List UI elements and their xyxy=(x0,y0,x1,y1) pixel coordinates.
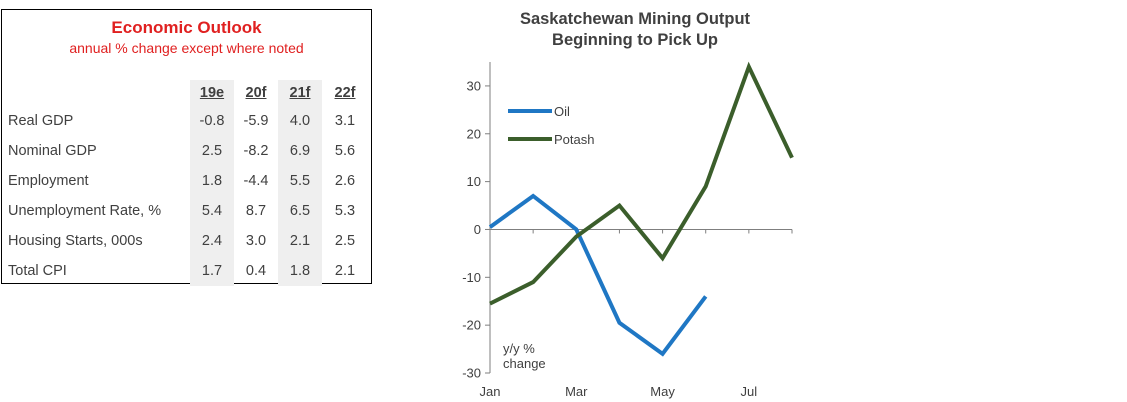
table-cell: 5.4 xyxy=(190,196,234,226)
table-cell: 1.8 xyxy=(278,256,322,286)
table-row: Housing Starts, 000s 2.4 3.0 2.1 2.5 xyxy=(6,226,368,256)
y-axis-label: y/y % xyxy=(503,341,535,356)
table-row: Nominal GDP 2.5 -8.2 6.9 5.6 xyxy=(6,136,368,166)
table-row: Real GDP -0.8 -5.9 4.0 3.1 xyxy=(6,106,368,136)
legend-label: Potash xyxy=(554,132,594,147)
mining-output-chart: Saskatchewan Mining Output Beginning to … xyxy=(430,0,830,402)
table-cell: 1.7 xyxy=(190,256,234,286)
table-cell: 8.7 xyxy=(245,203,267,219)
table-subtitle: annual % change except where noted xyxy=(69,40,304,56)
table-cell: 2.4 xyxy=(190,226,234,256)
row-label: Housing Starts, 000s xyxy=(8,233,143,249)
table-header-row: 19e 20f 21f 22f xyxy=(6,80,368,106)
chart-title: Saskatchewan Mining Output xyxy=(519,10,751,28)
chart-plot-area: 30 20 10 0 -10 -20 -30 Jan Mar May Jul Oil Potash y/y… xyxy=(462,61,794,399)
series-line-oil xyxy=(488,193,708,357)
y-tick-label: 20 xyxy=(467,126,481,141)
row-label: Unemployment Rate, % xyxy=(8,203,162,219)
column-header: 19e xyxy=(190,80,234,106)
y-tick-label: 10 xyxy=(467,174,481,189)
table-cell: 0.4 xyxy=(245,263,267,279)
row-label: Employment xyxy=(8,173,89,189)
table-cell: -8.2 xyxy=(243,143,269,159)
table-title: Economic Outlook xyxy=(111,18,262,37)
column-header: 20f xyxy=(245,85,267,101)
y-tick-label: 30 xyxy=(467,78,481,93)
header-blank xyxy=(6,80,190,106)
table-cell: 2.5 xyxy=(190,136,234,166)
table-cell: 2.6 xyxy=(334,173,356,189)
legend-label: Oil xyxy=(554,104,570,119)
column-header: 21f xyxy=(278,80,322,106)
table-body: Real GDP -0.8 -5.9 4.0 3.1 Nominal GDP 2.5 -8.2… xyxy=(6,106,368,286)
table-cell: 6.9 xyxy=(278,136,322,166)
y-axis-label: change xyxy=(503,356,546,371)
table-cell: -0.8 xyxy=(190,106,234,136)
table-cell: -4.4 xyxy=(243,173,269,189)
table-row: Total CPI 1.7 0.4 1.8 2.1 xyxy=(6,256,368,286)
row-label: Total CPI xyxy=(8,263,67,279)
x-tick-label: Mar xyxy=(565,384,588,399)
table-row: Employment 1.8 -4.4 5.5 2.6 xyxy=(6,166,368,196)
outlook-table: 19e 20f 21f 22f Real GDP -0.8 -5.9 4.0 3.1 No… xyxy=(6,80,368,286)
x-tick-label: May xyxy=(650,384,675,399)
x-tick-label: Jul xyxy=(741,384,758,399)
y-tick-label: -30 xyxy=(462,366,481,381)
row-label: Nominal GDP xyxy=(8,143,97,159)
y-tick-label: 0 xyxy=(474,222,481,237)
table-cell: 4.0 xyxy=(278,106,322,136)
table-cell: 3.0 xyxy=(245,233,267,249)
table-cell: 2.5 xyxy=(334,233,356,249)
table-cell: 5.5 xyxy=(278,166,322,196)
table-cell: 2.1 xyxy=(334,263,356,279)
economic-outlook-table-panel: Economic Outlook annual % change except … xyxy=(1,9,372,286)
table-cell: 3.1 xyxy=(334,113,356,129)
column-header: 22f xyxy=(334,85,356,101)
table-cell: 1.8 xyxy=(190,166,234,196)
table-cell: 2.1 xyxy=(278,226,322,256)
table-cell: 5.3 xyxy=(334,203,356,219)
y-tick-label: -10 xyxy=(462,270,481,285)
row-label: Real GDP xyxy=(8,113,74,129)
x-tick-label: Jan xyxy=(480,384,501,399)
chart-subtitle: Beginning to Pick Up xyxy=(552,31,718,49)
series-line-potash xyxy=(489,61,794,306)
y-tick-label: -20 xyxy=(462,318,481,333)
table-cell: 6.5 xyxy=(278,196,322,226)
table-row: Unemployment Rate, % 5.4 8.7 6.5 5.3 xyxy=(6,196,368,226)
table-cell: -5.9 xyxy=(243,113,269,129)
table-cell: 5.6 xyxy=(334,143,356,159)
